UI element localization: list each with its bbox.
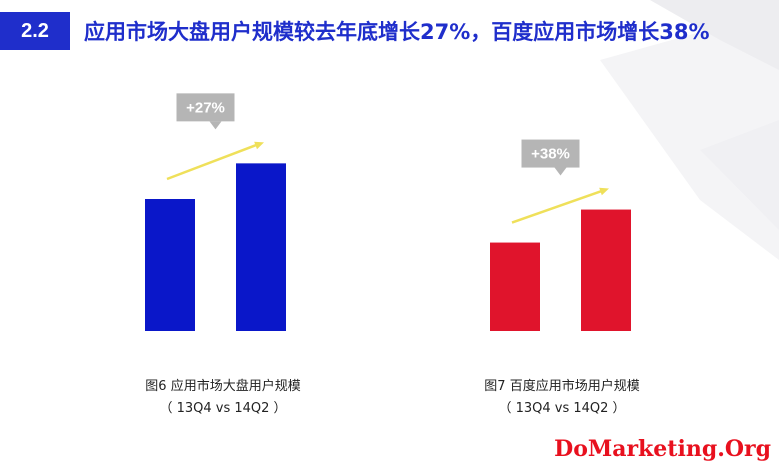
chart-1-caption-title: 图6 应用市场大盘用户规模: [145, 379, 301, 394]
section-number: 2.2: [0, 12, 70, 50]
chart-1-growth-label: +27%: [186, 99, 225, 116]
page-title: 应用市场大盘用户规模较去年底增长27%，百度应用市场增长38%: [84, 20, 710, 44]
chart-1-growth-arrow: [166, 143, 259, 181]
section-header: 2.2 应用市场大盘用户规模较去年底增长27%，百度应用市场增长38%: [0, 12, 779, 50]
chart-1-bar-14Q2: [236, 163, 286, 331]
chart-1-growth-arrowhead: [254, 141, 264, 150]
chart-1-growth-badge-pointer: [209, 121, 222, 130]
chart-1-growth-badge: [176, 93, 235, 122]
chart-2-bar-13Q4: [490, 242, 540, 331]
chart-2-growth-badge-pointer: [554, 167, 567, 176]
chart-1-caption-range: （ 13Q4 vs 14Q2 ）: [159, 401, 287, 416]
watermark-logo: DoMarketing.Org: [554, 436, 771, 462]
chart-1-caption: 图6 应用市场大盘用户规模 （ 13Q4 vs 14Q2 ）: [103, 376, 343, 420]
chart-2-caption: 图7 百度应用市场用户规模 （ 13Q4 vs 14Q2 ）: [442, 376, 682, 420]
chart-1-bar-13Q4: [145, 199, 195, 331]
chart-2-caption-range: （ 13Q4 vs 14Q2 ）: [498, 401, 626, 416]
chart-2-growth-arrow: [511, 189, 604, 224]
chart-2-caption-title: 图7 百度应用市场用户规模: [484, 379, 640, 394]
chart-2-growth-arrowhead: [599, 187, 609, 196]
chart-2-bar-14Q2: [581, 209, 631, 331]
chart-2-growth-badge: [521, 139, 580, 168]
chart-2-growth-label: +38%: [531, 146, 570, 163]
